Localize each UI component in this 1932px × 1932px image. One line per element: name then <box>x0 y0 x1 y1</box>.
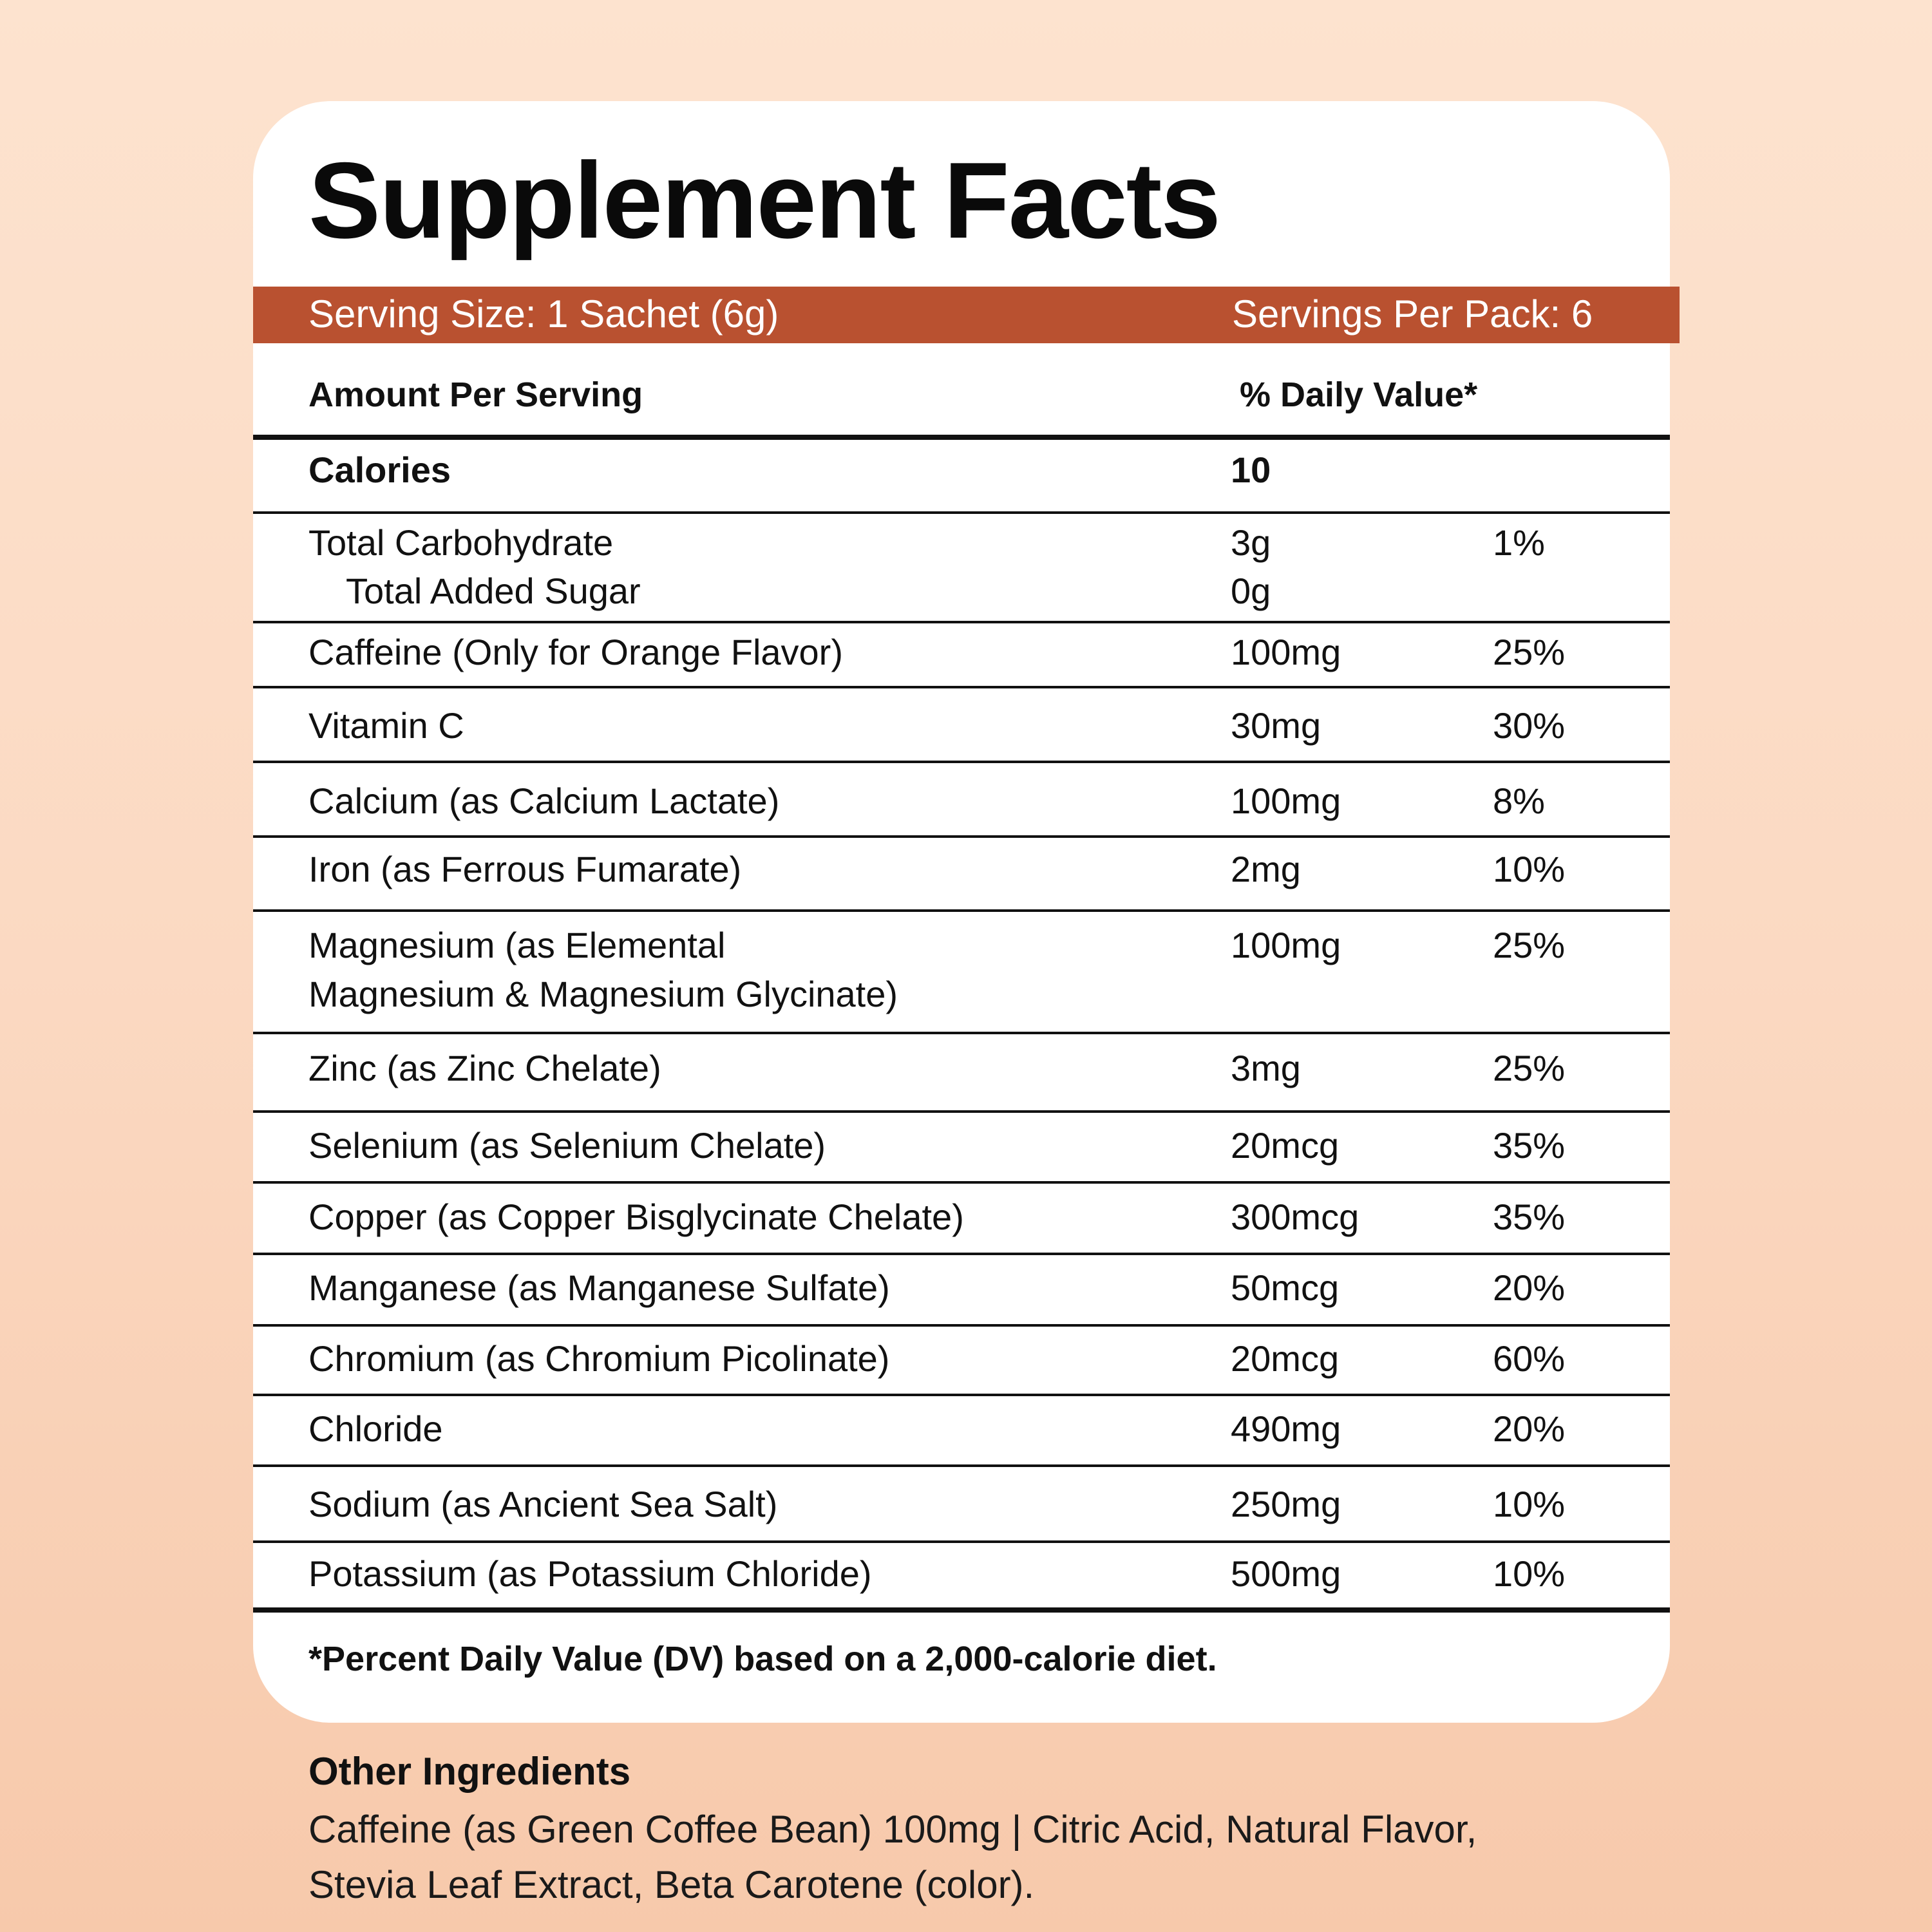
divider <box>253 909 1670 912</box>
divider <box>253 435 1670 440</box>
nutrient-name: Zinc (as Zinc Chelate) <box>308 1048 661 1088</box>
nutrient-amount: 30mg <box>1231 705 1321 746</box>
divider <box>253 1464 1670 1467</box>
nutrient-daily-value: 20% <box>1493 1267 1566 1308</box>
nutrient-name: Magnesium (as Elemental Magnesium & Magne… <box>308 921 1210 1019</box>
nutrient-name: Total Added Sugar <box>346 571 641 611</box>
nutrient-name: Manganese (as Manganese Sulfate) <box>308 1267 890 1308</box>
nutrient-daily-value: 10% <box>1493 1553 1566 1594</box>
serving-info-bar: Serving Size: 1 Sachet (6g) Servings Per… <box>253 287 1680 343</box>
nutrient-name: Chromium (as Chromium Picolinate) <box>308 1338 890 1379</box>
nutrient-daily-value: 10% <box>1493 1484 1566 1524</box>
supplement-facts-panel: Supplement Facts Serving Size: 1 Sachet … <box>253 101 1680 1723</box>
nutrient-name: Total Carbohydrate <box>308 522 614 563</box>
nutrient-amount: 20mcg <box>1231 1338 1340 1379</box>
divider <box>253 686 1670 688</box>
nutrient-daily-value: 25% <box>1493 1048 1566 1088</box>
nutrient-amount: 2mg <box>1231 849 1301 889</box>
nutrient-daily-value: 60% <box>1493 1338 1566 1379</box>
nutrient-name: Calories <box>308 450 451 490</box>
nutrient-daily-value: 35% <box>1493 1125 1566 1166</box>
nutrient-amount: 500mg <box>1231 1553 1341 1594</box>
nutrient-daily-value: 10% <box>1493 849 1566 889</box>
page-title: Supplement Facts <box>308 140 1221 261</box>
servings-per-pack: Servings Per Pack: 6 <box>1232 292 1593 336</box>
divider <box>253 621 1670 623</box>
nutrient-amount: 3mg <box>1231 1048 1301 1088</box>
nutrient-name: Sodium (as Ancient Sea Salt) <box>308 1484 778 1524</box>
nutrient-amount: 100mg <box>1231 925 1341 965</box>
nutrient-name: Iron (as Ferrous Fumarate) <box>308 849 742 889</box>
nutrient-amount: 100mg <box>1231 781 1341 821</box>
nutrient-name-line: Magnesium (as Elemental <box>308 925 726 965</box>
nutrient-amount: 10 <box>1231 450 1271 490</box>
divider <box>253 835 1670 838</box>
divider <box>253 1394 1670 1396</box>
nutrient-name: Copper (as Copper Bisglycinate Chelate) <box>308 1197 964 1237</box>
nutrient-name-line: Magnesium & Magnesium Glycinate) <box>308 974 898 1014</box>
divider <box>253 1324 1670 1327</box>
nutrient-daily-value: 1% <box>1493 522 1545 563</box>
nutrient-daily-value: 35% <box>1493 1197 1566 1237</box>
nutrient-amount: 0g <box>1231 571 1271 611</box>
nutrient-name: Caffeine (Only for Orange Flavor) <box>308 632 843 672</box>
amount-per-serving-header: Amount Per Serving <box>308 375 643 414</box>
nutrient-amount: 300mcg <box>1231 1197 1359 1237</box>
nutrient-amount: 100mg <box>1231 632 1341 672</box>
nutrient-amount: 50mcg <box>1231 1267 1340 1308</box>
other-ingredients-line: Caffeine (as Green Coffee Bean) 100mg | … <box>308 1808 1477 1851</box>
nutrient-amount: 490mg <box>1231 1408 1341 1449</box>
other-ingredients-title: Other Ingredients <box>308 1750 631 1793</box>
nutrient-daily-value: 20% <box>1493 1408 1566 1449</box>
other-ingredients-list: Caffeine (as Green Coffee Bean) 100mg | … <box>308 1802 1790 1913</box>
divider <box>253 1253 1670 1255</box>
daily-value-footnote: *Percent Daily Value (DV) based on a 2,0… <box>308 1640 1217 1678</box>
nutrient-daily-value: 25% <box>1493 632 1566 672</box>
divider <box>253 761 1670 763</box>
nutrient-amount: 20mcg <box>1231 1125 1340 1166</box>
nutrient-daily-value: 8% <box>1493 781 1545 821</box>
divider <box>253 1032 1670 1034</box>
nutrient-name: Potassium (as Potassium Chloride) <box>308 1553 872 1594</box>
nutrient-name: Calcium (as Calcium Lactate) <box>308 781 780 821</box>
divider <box>253 511 1670 514</box>
divider <box>253 1607 1670 1613</box>
nutrient-name: Chloride <box>308 1408 443 1449</box>
nutrient-amount: 250mg <box>1231 1484 1341 1524</box>
divider <box>253 1181 1670 1184</box>
nutrient-daily-value: 30% <box>1493 705 1566 746</box>
daily-value-header: % Daily Value* <box>1240 375 1478 414</box>
nutrient-name: Selenium (as Selenium Chelate) <box>308 1125 826 1166</box>
serving-size: Serving Size: 1 Sachet (6g) <box>308 292 779 336</box>
nutrient-daily-value: 25% <box>1493 925 1566 965</box>
divider <box>253 1110 1670 1113</box>
other-ingredients-line: Stevia Leaf Extract, Beta Carotene (colo… <box>308 1863 1035 1906</box>
nutrient-amount: 3g <box>1231 522 1271 563</box>
nutrient-name: Vitamin C <box>308 705 464 746</box>
divider <box>253 1540 1670 1543</box>
